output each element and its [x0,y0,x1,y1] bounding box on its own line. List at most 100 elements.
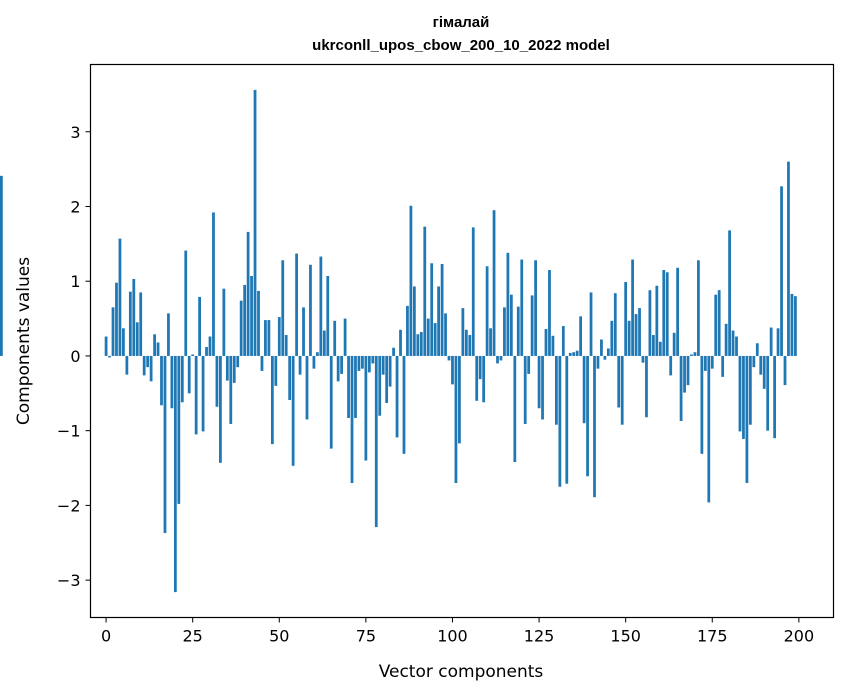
bar [260,355,264,371]
bar [790,293,794,356]
bar [0,175,3,356]
bar [665,272,669,356]
bar [205,346,208,356]
bar [108,355,111,358]
bar [589,292,593,356]
bar [565,355,569,484]
bar [662,270,666,356]
bar [264,320,267,356]
bar [326,275,330,356]
bar [316,352,319,356]
bar [430,263,434,356]
bar [506,252,510,356]
bar [755,343,759,356]
bar [135,322,139,356]
bar [184,250,188,356]
x-axis-label: Vector components [379,662,544,682]
bar [281,260,285,356]
bar [194,355,198,435]
bar [776,328,780,356]
x-tick-label: 100 [437,627,468,646]
bar [714,294,718,356]
bar [357,355,361,371]
bar [149,355,153,382]
bar [125,355,129,375]
y-tick-label: 0 [70,347,80,366]
bar [461,308,465,356]
x-tick-label: 0 [101,627,111,646]
x-axis-ticks: 0 25 50 75 100 125 150 175 200 [101,617,814,646]
bar [503,307,506,356]
bar [142,355,146,376]
bar [440,264,444,356]
bar [232,355,236,383]
bar [201,355,205,432]
bar [347,355,350,418]
bar [343,318,347,356]
bar [638,308,641,356]
bar [548,270,551,356]
bar [710,355,714,369]
bar [769,327,773,356]
bar [419,332,423,356]
bar [742,355,745,439]
bar [631,259,634,356]
bar [513,355,517,463]
bar [728,230,731,356]
bar [329,355,333,449]
bar [388,355,392,387]
bar [139,292,143,356]
bar [402,355,406,454]
bar [482,355,486,403]
bar [367,355,371,373]
bar [451,355,454,385]
bar [257,290,260,356]
bar [458,355,461,444]
bar [686,355,690,386]
y-tick-label: 3 [70,123,80,142]
bar [406,305,409,356]
bar [745,355,749,483]
bar [115,282,118,356]
bar [582,355,586,424]
bar [679,355,683,421]
bar [690,354,693,356]
bar [111,307,115,356]
bar [752,355,756,368]
bar [381,355,385,375]
bar [312,355,316,369]
plot-frame [89,63,835,619]
bar [555,355,558,425]
bar [180,355,184,403]
bar [364,355,368,461]
bar [239,300,243,356]
bar [707,355,711,503]
bar [759,355,763,375]
y-tick-label: 1 [70,272,80,291]
bar [561,326,565,356]
bar [395,355,399,438]
bar [270,355,274,445]
bar [537,355,541,409]
bar [177,355,181,504]
bar [603,355,607,360]
bar [163,355,167,534]
bar [783,355,787,386]
bar [551,335,555,356]
bar [274,355,278,386]
bar [267,320,271,356]
bar [766,355,770,431]
bar [302,307,305,356]
bar [208,336,212,356]
bar [225,355,229,381]
bar [392,347,395,356]
bar [146,355,150,368]
bar [118,238,122,356]
bar [509,294,513,356]
bar [645,355,648,418]
bar [499,355,503,361]
bar [288,355,292,401]
bar [572,352,576,356]
bar [371,355,375,364]
